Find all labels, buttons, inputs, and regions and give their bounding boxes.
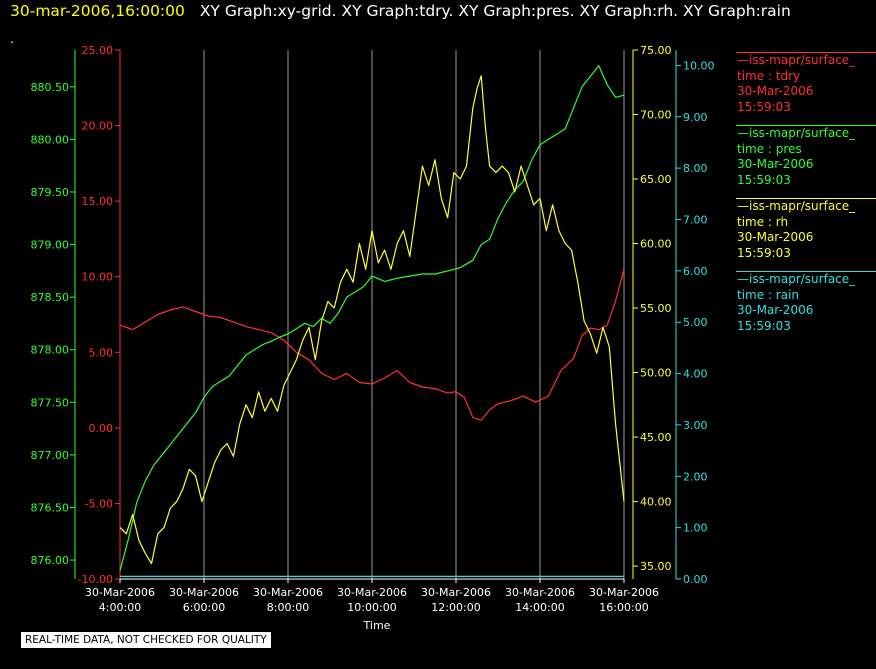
x-tick-date: 30-Mar-2006 [253,586,323,599]
x-tick-date: 30-Mar-2006 [337,586,407,599]
tick-label-pres: 878.00 [31,344,70,357]
legend: —iss-mapr/surface_ time : tdry 30-Mar-2006… [736,52,876,344]
tick-label-rain: 0.00 [683,573,708,586]
x-tick-time: 8:00:00 [267,601,309,614]
tick-label-pres: 877.00 [31,449,70,462]
series-line-rh [119,75,625,565]
x-tick-time: 12:00:00 [431,601,480,614]
legend-var: time : rain [737,287,800,302]
legend-entry: —iss-mapr/surface_ time : rain 30-Mar-2006… [736,271,876,344]
legend-time: 15:59:03 [737,318,791,333]
legend-var: time : pres [737,141,802,156]
tick-label-tdry: -10.00 [78,573,113,586]
tick-label-tdry: 20.00 [82,120,114,133]
tick-label-tdry: -5.00 [85,497,113,510]
x-tick-time: 14:00:00 [515,601,564,614]
legend-date: 30-Mar-2006 [737,157,814,171]
tick-label-rh: 55.00 [640,302,672,315]
legend-var: time : tdry [737,68,801,83]
legend-entry: —iss-mapr/surface_ time : pres 30-Mar-2006… [736,125,876,198]
legend-time: 15:59:03 [737,245,791,260]
legend-name: —iss-mapr/surface_ [737,199,856,213]
tick-label-rain: 7.00 [683,213,708,226]
tick-label-tdry: 5.00 [89,346,114,359]
legend-name: —iss-mapr/surface_ [737,53,856,67]
tick-label-rain: 8.00 [683,162,708,175]
x-tick-time: 10:00:00 [347,601,396,614]
legend-name: —iss-mapr/surface_ [737,126,856,140]
tick-label-rh: 35.00 [640,560,672,573]
tick-label-rain: 9.00 [683,111,708,124]
x-axis-label: Time [363,619,391,632]
x-tick-date: 30-Mar-2006 [85,586,155,599]
tick-label-pres: 879.50 [31,186,70,199]
tick-label-rh: 70.00 [640,109,672,122]
x-tick-time: 16:00:00 [599,601,648,614]
tick-label-rain: 3.00 [683,419,708,432]
tick-label-pres: 876.00 [31,554,70,567]
title-marker: . [10,32,14,46]
tick-label-rain: 4.00 [683,368,708,381]
tick-label-rh: 75.00 [640,44,672,57]
tick-label-rh: 65.00 [640,173,672,186]
tick-label-rh: 60.00 [640,238,672,251]
tick-label-rain: 5.00 [683,316,708,329]
title-timestamp: 30-mar-2006,16:00:00 [10,2,185,20]
x-tick-date: 30-Mar-2006 [169,586,239,599]
legend-date: 30-Mar-2006 [737,84,814,98]
x-tick-time: 6:00:00 [183,601,225,614]
tick-label-rain: 2.00 [683,470,708,483]
title-bar: 30-mar-2006,16:00:00 XY Graph:xy-grid. X… [10,2,801,24]
tick-label-pres: 880.50 [31,81,70,94]
tick-label-rh: 40.00 [640,496,672,509]
x-tick-date: 30-Mar-2006 [589,586,659,599]
legend-name: —iss-mapr/surface_ [737,272,856,286]
x-tick-date: 30-Mar-2006 [505,586,575,599]
legend-date: 30-Mar-2006 [737,230,814,244]
x-tick-time: 4:00:00 [99,601,141,614]
legend-time: 15:59:03 [737,172,791,187]
series-line-tdry [119,269,625,421]
tick-label-rh: 45.00 [640,431,672,444]
tick-label-tdry: 0.00 [89,422,114,435]
legend-entry: —iss-mapr/surface_ time : rh 30-Mar-2006 15… [736,198,876,271]
tick-label-rain: 10.00 [683,59,715,72]
tick-label-pres: 877.50 [31,396,70,409]
tick-label-tdry: 25.00 [82,44,114,57]
quality-note: REAL-TIME DATA, NOT CHECKED FOR QUALITY [20,631,272,649]
tick-label-rh: 50.00 [640,367,672,380]
series-line-pres [119,65,625,571]
tick-label-pres: 876.50 [31,501,70,514]
legend-var: time : rh [737,214,789,229]
legend-time: 15:59:03 [737,99,791,114]
title-graph-list: XY Graph:xy-grid. XY Graph:tdry. XY Grap… [199,2,791,20]
legend-date: 30-Mar-2006 [737,303,814,317]
tick-label-pres: 878.50 [31,291,70,304]
tick-label-pres: 879.00 [31,239,70,252]
tick-label-rain: 6.00 [683,265,708,278]
legend-entry: —iss-mapr/surface_ time : tdry 30-Mar-2006… [736,52,876,125]
tick-label-pres: 880.00 [31,133,70,146]
tick-label-tdry: 15.00 [82,195,114,208]
x-tick-date: 30-Mar-2006 [421,586,491,599]
tick-label-rain: 1.00 [683,522,708,535]
tick-label-tdry: 10.00 [82,271,114,284]
